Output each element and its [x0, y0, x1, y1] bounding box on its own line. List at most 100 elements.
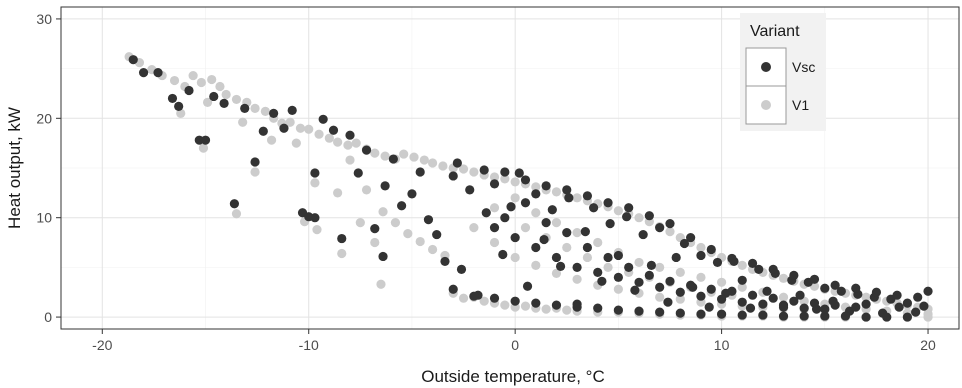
data-point-vsc: [432, 229, 442, 240]
data-point-vsc: [871, 287, 882, 297]
data-point-vsc: [378, 251, 388, 262]
x-axis-title: Outside temperature, °C: [421, 367, 605, 386]
data-point-vsc: [240, 103, 250, 113]
data-point-vsc: [582, 191, 593, 201]
y-tick-label: 10: [36, 210, 52, 226]
data-point-v1: [343, 140, 353, 150]
data-point-v1: [778, 292, 789, 302]
data-point-vsc: [716, 309, 727, 319]
data-point-vsc: [809, 274, 820, 284]
data-point-vsc: [597, 276, 607, 286]
data-point-vsc: [820, 304, 830, 314]
data-point-v1: [479, 296, 489, 306]
data-point-vsc: [747, 290, 758, 300]
data-point-vsc: [696, 250, 706, 261]
data-point-vsc: [337, 233, 347, 244]
data-point-vsc: [638, 229, 648, 240]
data-point-v1: [531, 208, 541, 218]
data-point-v1: [427, 158, 438, 168]
data-point-v1: [696, 242, 706, 253]
data-point-v1: [572, 227, 582, 238]
data-point-vsc: [686, 232, 696, 243]
data-point-vsc: [531, 298, 541, 308]
data-point-v1: [541, 304, 551, 314]
data-point-v1: [370, 237, 380, 248]
data-point-v1: [520, 301, 531, 311]
data-point-vsc: [539, 234, 549, 245]
plot-border: [60, 6, 960, 330]
data-point-vsc: [830, 280, 840, 290]
data-point-v1: [215, 81, 225, 92]
data-point-vsc: [229, 199, 240, 209]
data-point-v1: [737, 260, 747, 270]
data-point-v1: [221, 89, 231, 100]
data-point-vsc: [923, 286, 933, 296]
data-point-v1: [458, 293, 469, 303]
data-point-vsc: [174, 101, 184, 111]
data-point-v1: [188, 70, 198, 81]
data-point-v1: [399, 149, 409, 159]
data-point-v1: [613, 284, 623, 294]
data-point-v1: [737, 282, 747, 292]
data-point-vsc: [541, 218, 551, 228]
data-point-vsc: [250, 157, 260, 167]
data-point-vsc: [514, 168, 524, 178]
y-tick-label: 0: [44, 309, 52, 325]
legend-label-vsc: Vsc: [792, 59, 815, 75]
data-point-vsc: [762, 286, 772, 296]
data-point-v1: [469, 167, 479, 177]
data-point-vsc: [679, 238, 690, 249]
data-point-vsc: [768, 264, 778, 274]
data-point-vsc: [911, 307, 921, 317]
data-point-v1: [489, 172, 500, 182]
data-point-v1: [510, 252, 520, 263]
data-point-vsc: [605, 219, 615, 229]
x-tick-label: 20: [920, 337, 936, 353]
data-point-v1: [716, 277, 727, 287]
data-point-vsc: [696, 309, 706, 319]
data-point-vsc: [919, 301, 929, 311]
data-point-v1: [551, 218, 562, 228]
data-point-v1: [613, 206, 623, 216]
legend-dot-v1: [761, 100, 771, 110]
data-point-vsc: [551, 252, 562, 263]
data-point-v1: [207, 74, 217, 85]
data-point-v1: [861, 292, 871, 302]
data-point-vsc: [397, 201, 407, 211]
data-point-vsc: [551, 300, 562, 310]
data-point-v1: [655, 292, 665, 302]
data-point-vsc: [894, 302, 904, 312]
data-point-v1: [469, 223, 479, 233]
data-point-v1: [345, 155, 355, 165]
data-point-vsc: [665, 219, 675, 229]
data-point-vsc: [415, 167, 425, 177]
data-point-vsc: [506, 202, 516, 212]
data-point-v1: [266, 135, 277, 145]
data-point-v1: [390, 218, 401, 228]
data-point-v1: [380, 151, 390, 161]
legend-label-v1: V1: [792, 97, 809, 113]
data-point-v1: [202, 97, 213, 108]
data-point-v1: [572, 193, 582, 203]
data-point-vsc: [704, 302, 714, 312]
data-point-vsc: [737, 310, 747, 320]
data-point-v1: [778, 273, 789, 283]
data-point-vsc: [200, 135, 211, 145]
data-point-vsc: [675, 308, 685, 318]
data-point-v1: [634, 257, 644, 268]
data-point-vsc: [310, 168, 320, 178]
data-point-vsc: [520, 175, 531, 185]
data-point-v1: [231, 209, 242, 219]
data-point-v1: [333, 137, 343, 147]
data-point-vsc: [754, 264, 764, 274]
data-point-vsc: [809, 298, 820, 308]
data-point-vsc: [892, 290, 902, 300]
data-point-v1: [231, 94, 242, 105]
data-point-vsc: [613, 305, 623, 315]
data-point-v1: [500, 300, 510, 310]
data-point-vsc: [663, 297, 673, 307]
data-point-vsc: [481, 208, 491, 218]
data-point-vsc: [370, 224, 380, 234]
x-tick-label: -10: [299, 337, 319, 353]
